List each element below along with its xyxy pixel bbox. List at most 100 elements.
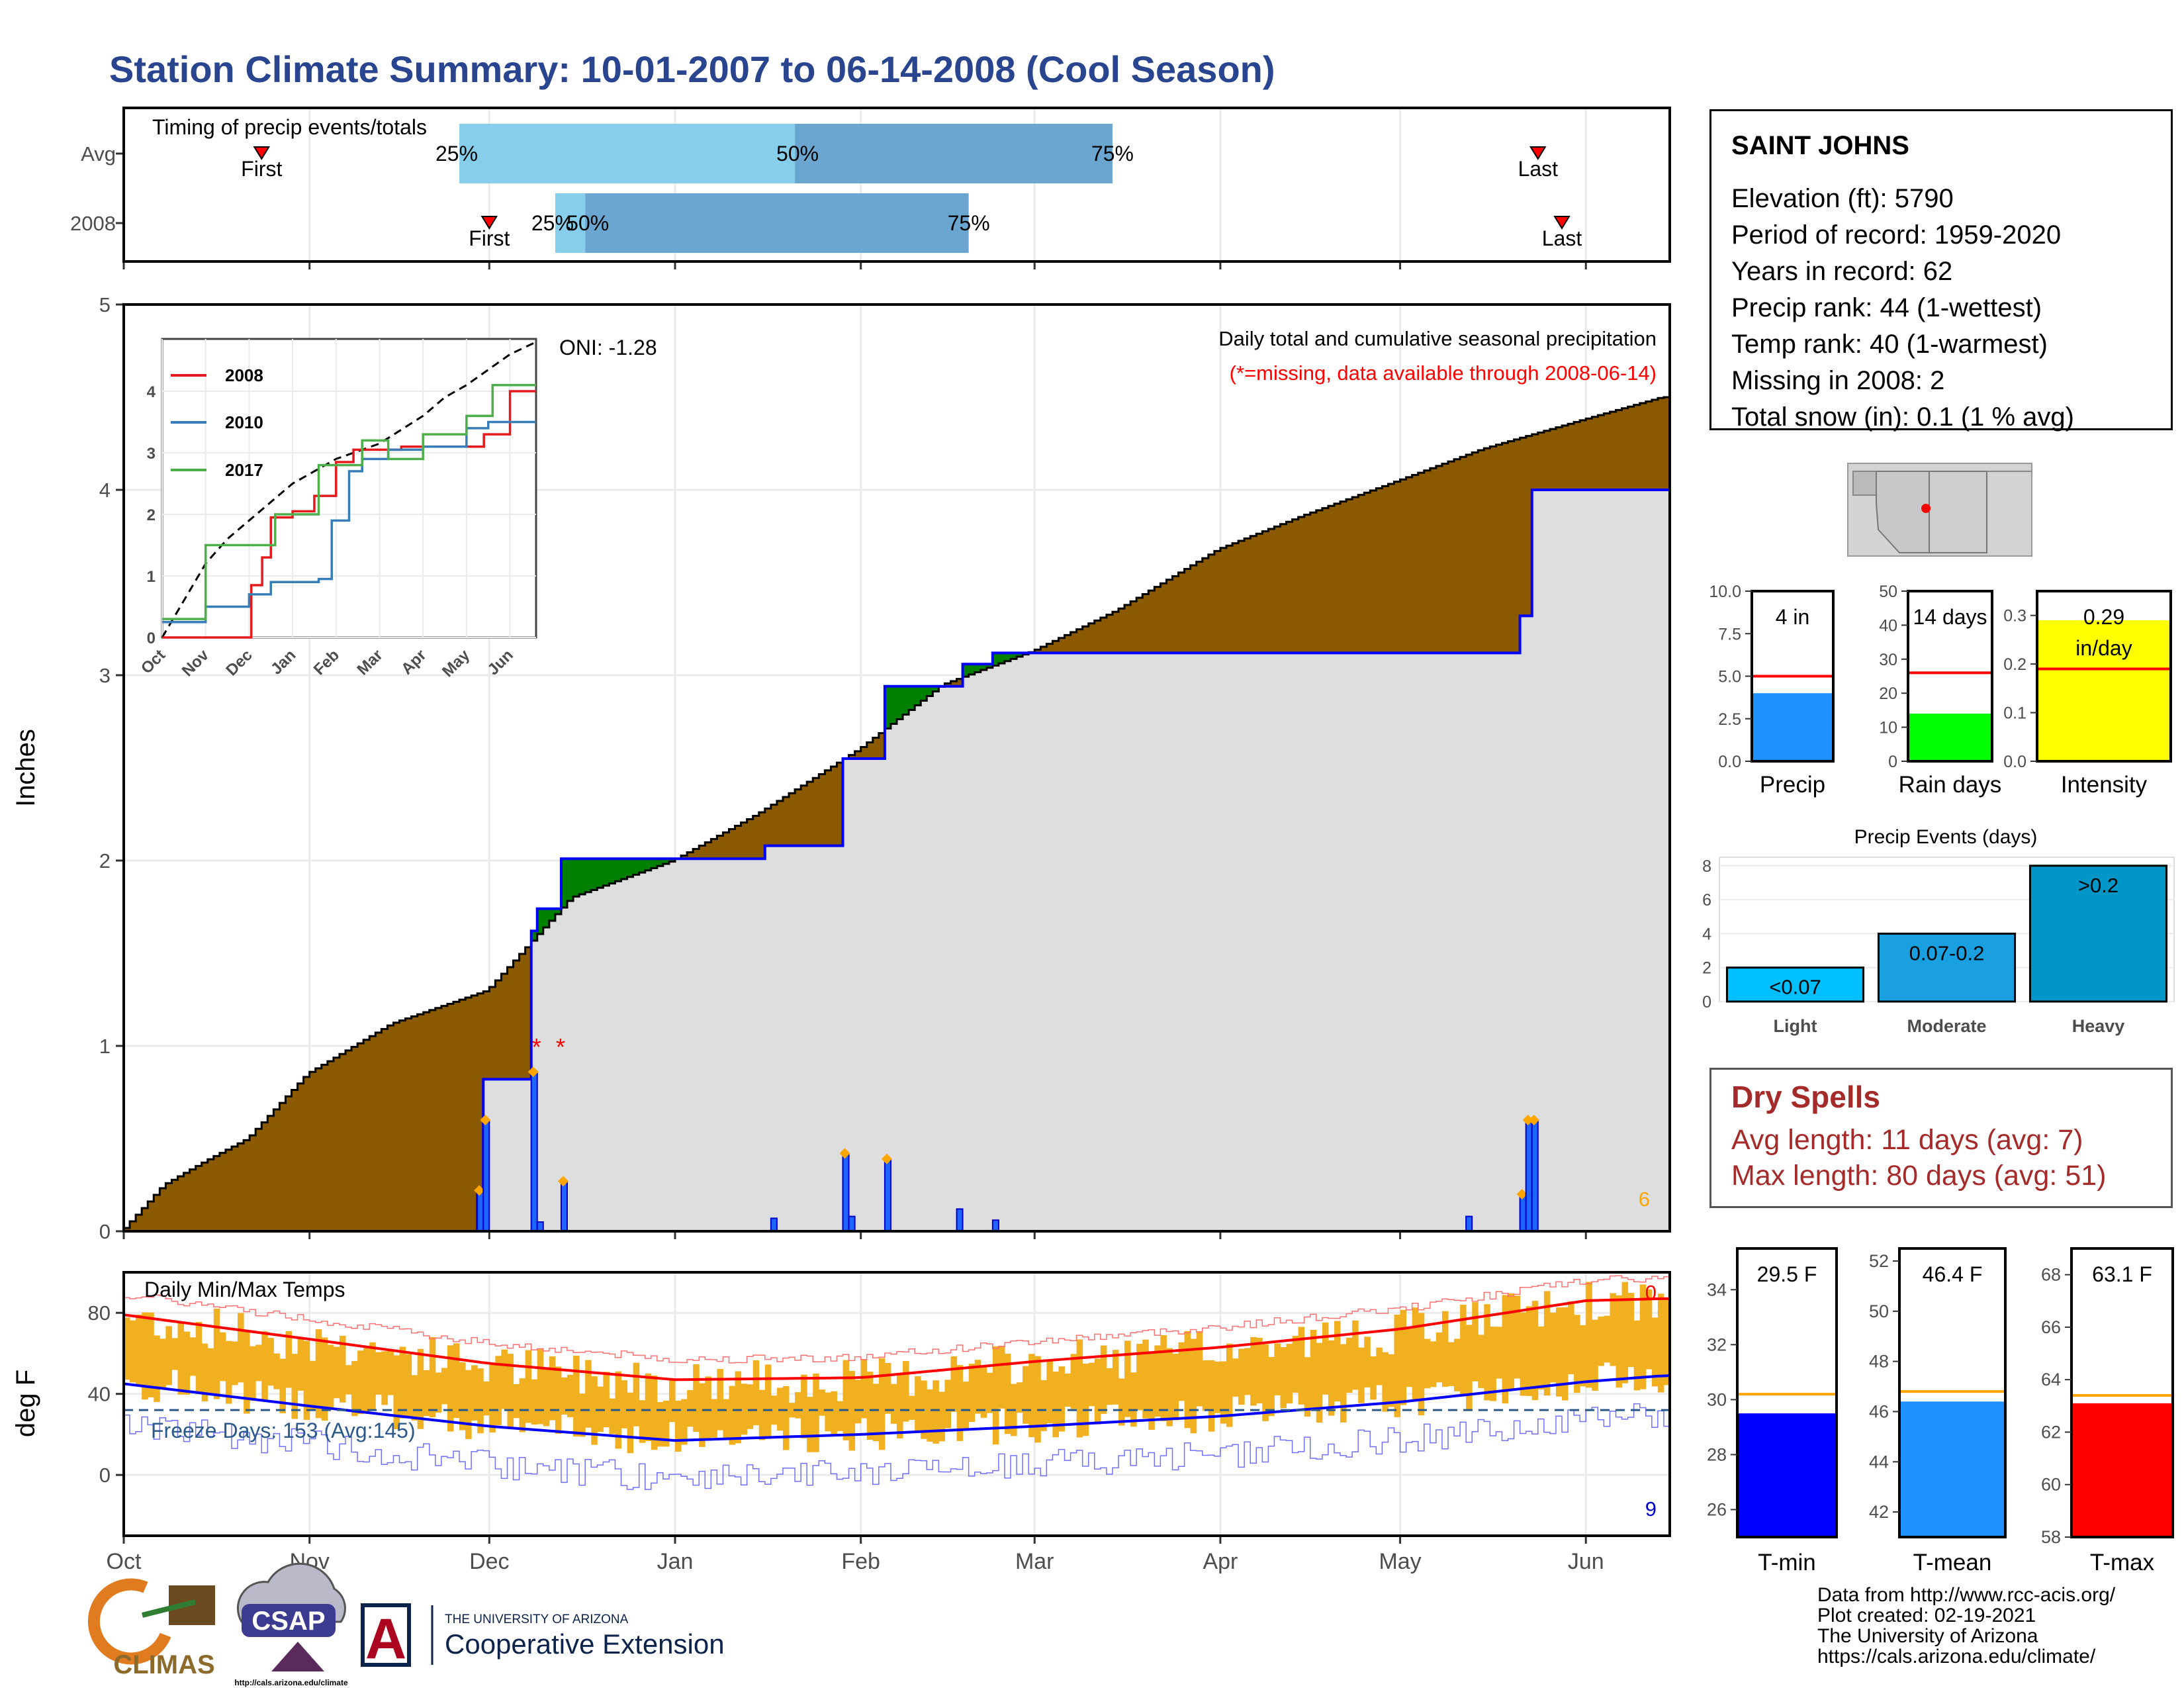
station-missing: Missing in 2008: 2	[1731, 366, 1945, 395]
precip-departure-band	[1064, 635, 1071, 653]
inset-ytick-label: 4	[147, 383, 156, 401]
temp-daily-bar	[1196, 1331, 1203, 1407]
temp-daily-bar	[1621, 1282, 1629, 1383]
temp-daily-bar	[459, 1362, 466, 1430]
temp-daily-bar	[1304, 1357, 1311, 1417]
events-category-label: Heavy	[2072, 1016, 2125, 1036]
precip-departure-band	[657, 859, 664, 867]
gauge-value-label: 63.1 F	[2092, 1262, 2152, 1286]
precip-departure-band	[369, 1036, 376, 1231]
temp-daily-bar	[795, 1392, 801, 1419]
precip-departure-band	[1502, 443, 1509, 653]
precip-departure-band	[854, 751, 862, 759]
gauge-tick-label: 68	[2041, 1265, 2061, 1285]
temp-daily-bar	[848, 1370, 856, 1451]
gauge-tick-label: 58	[2041, 1527, 2061, 1547]
temp-daily-bar	[555, 1366, 562, 1434]
precip-departure-band	[813, 778, 819, 846]
precip-departure-band	[884, 686, 891, 729]
temp-daily-bar	[1496, 1327, 1502, 1379]
precip-departure-band	[1340, 501, 1347, 653]
temp-daily-bar	[273, 1353, 280, 1389]
precip-departure-band	[807, 782, 813, 846]
precip-departure-band	[1639, 403, 1647, 490]
precip-departure-band	[507, 967, 514, 1080]
precip-departure-band	[1286, 522, 1293, 653]
temp-daily-bar	[1058, 1366, 1066, 1432]
precip-departure-band	[741, 822, 748, 859]
precip-departure-band	[998, 653, 1005, 664]
precip-departure-band	[405, 1018, 412, 1231]
temp-daily-bar	[1292, 1335, 1299, 1393]
temp-daily-bar	[782, 1385, 790, 1450]
month-axis-label: Jun	[1568, 1549, 1604, 1574]
temp-daily-bar	[764, 1364, 772, 1439]
precip-departure-band	[201, 1162, 208, 1231]
precip-departure-band	[770, 804, 778, 846]
precip-departure-band	[1226, 545, 1233, 653]
precip-departure-band	[1304, 514, 1311, 653]
temp-daily-bar	[148, 1312, 154, 1397]
temp-daily-bar	[603, 1372, 610, 1428]
precip-departure-band	[1441, 463, 1449, 653]
precip-departure-band	[1543, 430, 1551, 490]
temp-daily-bar	[627, 1392, 634, 1454]
precip-departure-band	[1508, 441, 1515, 653]
gauge-tick-label: 60	[2041, 1475, 2061, 1495]
temp-daily-bar	[681, 1399, 688, 1445]
precip-departure-band	[1621, 408, 1629, 490]
temp-daily-bar	[1250, 1336, 1257, 1406]
temp-daily-bar	[1028, 1354, 1035, 1438]
temp-daily-bar	[974, 1360, 981, 1414]
precip-departure-band	[651, 859, 658, 868]
precip-departure-band	[825, 770, 832, 846]
gauge-tick-label: 10	[1879, 719, 1897, 737]
gauge-tick-label: 64	[2041, 1370, 2061, 1389]
temp-daily-bar	[483, 1382, 490, 1416]
gauge-label: Intensity	[2061, 772, 2148, 798]
temp-daily-bar	[1358, 1347, 1365, 1403]
climas-logo-icon	[142, 1599, 196, 1618]
precip-daily-bar	[956, 1208, 964, 1233]
precip-departure-band	[189, 1169, 197, 1231]
precip-departure-band	[483, 991, 490, 1080]
precip-daily-bar	[477, 1190, 484, 1233]
temp-daily-bar	[501, 1349, 508, 1409]
precip-departure-band	[124, 1228, 130, 1231]
events-bar-label: 0.07-0.2	[1909, 941, 1985, 964]
temp-daily-bar	[992, 1346, 999, 1445]
precip-departure-band	[250, 1135, 256, 1231]
precip-departure-band	[974, 664, 981, 673]
gauge-tick-label: 50	[1869, 1301, 1889, 1321]
precip-departure-band	[291, 1090, 298, 1231]
precip-departure-band	[819, 774, 825, 846]
precip-departure-band	[339, 1054, 346, 1231]
temp-daily-bar	[567, 1374, 574, 1417]
temp-daily-bar	[549, 1356, 556, 1421]
timing-row-label: Avg	[81, 142, 116, 165]
precip-departure-band	[465, 998, 472, 1231]
precip-departure-band	[980, 664, 987, 671]
gauge-frame	[2036, 590, 2172, 763]
temp-daily-bar	[1435, 1332, 1443, 1383]
temp-daily-bar	[1466, 1325, 1473, 1411]
precip-departure-band	[921, 686, 927, 701]
timing-first-marker	[253, 146, 271, 160]
temp-daily-bar	[1651, 1317, 1659, 1387]
temp-daily-bar	[723, 1399, 729, 1439]
precip-departure-band	[668, 859, 676, 862]
precip-departure-band	[513, 961, 520, 1080]
precip-departure-band	[1400, 479, 1407, 653]
precip-departure-band	[1663, 397, 1670, 490]
credit-line: The University of Arizona	[1817, 1625, 2038, 1647]
precip-departure-band	[1100, 618, 1107, 653]
gauge-frame	[1898, 1247, 2007, 1538]
precip-event-marker	[480, 1115, 491, 1125]
precip-departure-band	[878, 733, 886, 759]
precip-base-area	[124, 490, 1670, 1231]
precip-departure-band	[1154, 586, 1161, 653]
temp-daily-bar	[1568, 1301, 1574, 1375]
temp-daily-bar	[351, 1361, 358, 1417]
precip-event-marker	[1522, 1115, 1533, 1125]
precip-departure-band	[1435, 465, 1443, 653]
